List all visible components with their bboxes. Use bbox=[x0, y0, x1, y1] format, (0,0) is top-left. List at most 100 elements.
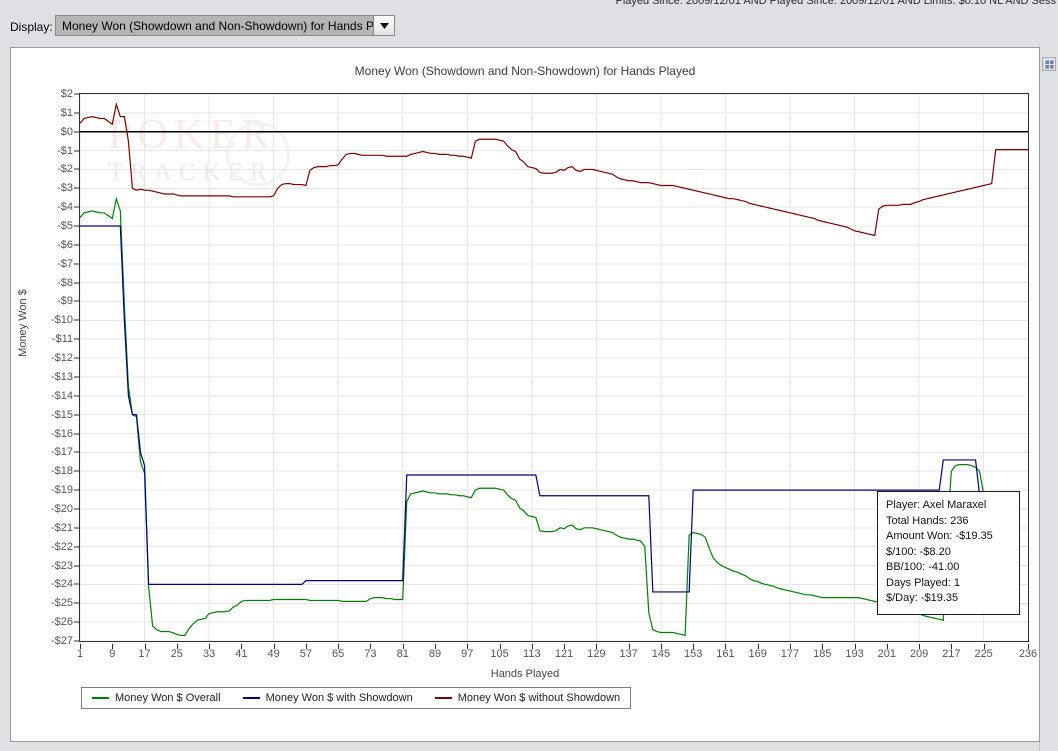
y-axis-tick-label: -$16 bbox=[50, 427, 73, 440]
tooltip-days-played: Days Played: 1 bbox=[886, 576, 960, 589]
y-axis-tick bbox=[74, 546, 79, 548]
y-axis-tick-label: -$4 bbox=[57, 201, 73, 214]
y-axis-tick-label: -$25 bbox=[50, 597, 73, 610]
x-axis-tick bbox=[1028, 644, 1029, 649]
y-axis-tick bbox=[74, 621, 79, 623]
y-axis-tick-label: -$23 bbox=[50, 559, 73, 572]
x-axis-tick bbox=[983, 644, 985, 649]
x-axis-tick bbox=[919, 644, 921, 649]
x-axis-tick bbox=[886, 644, 888, 649]
x-axis-tick bbox=[789, 644, 791, 649]
x-axis-tick-label: 105 bbox=[490, 648, 509, 660]
y-axis-tick-label: -$18 bbox=[50, 465, 73, 478]
y-axis-tick bbox=[74, 338, 79, 340]
x-axis-tick-label: 9 bbox=[109, 648, 116, 660]
x-axis-tick bbox=[209, 644, 211, 649]
legend-color-swatch bbox=[92, 697, 109, 699]
x-axis-tick-label: 41 bbox=[235, 648, 248, 660]
y-axis-tick-label: -$9 bbox=[57, 295, 73, 308]
y-axis-tick bbox=[74, 602, 79, 604]
x-axis-tick-label: 177 bbox=[780, 648, 800, 660]
y-axis-tick bbox=[74, 93, 79, 95]
x-axis-tick bbox=[951, 644, 953, 649]
x-axis-tick-label: 81 bbox=[396, 648, 409, 660]
x-axis-tick bbox=[467, 644, 469, 649]
y-axis-tick bbox=[74, 395, 79, 397]
chart-legend: Money Won $ Overall Money Won $ with Show… bbox=[81, 687, 632, 709]
x-axis-tick-label: 225 bbox=[974, 648, 993, 660]
x-axis-tick-label: 113 bbox=[523, 648, 541, 660]
y-axis-tick-label: $0 bbox=[60, 125, 73, 138]
y-axis-tick bbox=[74, 640, 79, 642]
x-axis-tick bbox=[564, 644, 566, 649]
display-label: Display: bbox=[10, 20, 53, 34]
y-axis-tick-label: -$3 bbox=[57, 182, 73, 195]
y-axis-tick-label: -$15 bbox=[50, 408, 73, 421]
x-axis-tick-label: 33 bbox=[202, 648, 216, 660]
legend-color-swatch bbox=[242, 697, 260, 699]
legend-item[interactable]: Money Won $ Overall bbox=[92, 692, 221, 704]
y-axis-tick-label: -$22 bbox=[50, 540, 73, 553]
y-axis-tick bbox=[74, 527, 79, 529]
maximize-icon[interactable] bbox=[1042, 57, 1056, 71]
y-axis-tick-label: -$11 bbox=[51, 333, 73, 346]
y-axis-tick bbox=[74, 470, 79, 472]
y-axis-tick-label: $1 bbox=[60, 106, 73, 119]
y-axis-tick-label: -$10 bbox=[50, 314, 73, 327]
plot-frame: POKER TRACKER bbox=[79, 93, 1029, 642]
x-axis-tick bbox=[822, 644, 824, 649]
chevron-down-icon[interactable] bbox=[373, 16, 394, 35]
y-axis-tick-label: -$19 bbox=[50, 484, 73, 497]
x-axis-tick-label: 97 bbox=[461, 648, 474, 660]
x-axis-tick-label: 65 bbox=[332, 648, 345, 660]
y-axis-tick bbox=[74, 244, 79, 246]
display-toolbar: Display: Money Won (Showdown and Non-Sho… bbox=[0, 10, 1058, 44]
x-axis-tick bbox=[338, 644, 340, 649]
tooltip-total-hands: Total Hands: 236 bbox=[886, 514, 969, 527]
player-tooltip: Player: Axel Maraxel Total Hands: 236 Am… bbox=[877, 491, 1020, 615]
legend-item[interactable]: Money Won $ with Showdown bbox=[242, 692, 413, 704]
x-axis-tick-label: 209 bbox=[909, 648, 929, 660]
y-axis-tick bbox=[74, 376, 79, 378]
x-axis-tick bbox=[273, 644, 275, 649]
x-axis-tick-label: 129 bbox=[587, 648, 606, 660]
y-axis-tick-label: -$1 bbox=[57, 144, 73, 157]
y-axis-tick-label: -$13 bbox=[50, 370, 73, 383]
y-axis-tick bbox=[74, 565, 79, 567]
filter-summary-bar: Played Since: 2009/12/01 AND Played Sinc… bbox=[0, 0, 1058, 10]
x-axis-tick bbox=[499, 644, 501, 649]
x-axis-tick bbox=[628, 644, 630, 649]
legend-color-swatch bbox=[434, 697, 452, 699]
y-axis-tick bbox=[74, 168, 79, 170]
x-axis-tick-label: 145 bbox=[651, 648, 671, 660]
legend-label: Money Won $ without Showdown bbox=[457, 692, 621, 704]
y-axis-tick-label: -$21 bbox=[50, 521, 73, 534]
y-axis-tick-label: -$27 bbox=[50, 635, 73, 647]
tooltip-player: Player: Axel Maraxel bbox=[886, 499, 987, 511]
x-axis-tick bbox=[531, 644, 533, 649]
display-dropdown[interactable]: Money Won (Showdown and Non-Showdown) fo… bbox=[55, 15, 395, 36]
y-axis-tick-label: -$6 bbox=[57, 238, 73, 251]
y-axis-tick-label: -$2 bbox=[57, 163, 73, 176]
y-axis-tick bbox=[74, 263, 79, 265]
x-axis-tick-label: 193 bbox=[845, 648, 864, 660]
y-axis-tick-label: -$20 bbox=[50, 502, 73, 515]
y-axis-tick-label: -$8 bbox=[57, 276, 73, 289]
x-axis-tick bbox=[757, 644, 759, 649]
y-axis-tick bbox=[74, 300, 79, 302]
tooltip-bb-100: BB/100: -41.00 bbox=[886, 561, 960, 573]
y-axis-tick bbox=[74, 206, 79, 208]
y-axis-tick-label: -$26 bbox=[50, 616, 73, 629]
tooltip-amount-won: Amount Won: -$19.35 bbox=[886, 530, 993, 542]
x-axis-tick-label: 49 bbox=[267, 648, 280, 660]
y-axis-tick bbox=[74, 357, 79, 359]
x-axis-tick-label: 185 bbox=[813, 648, 832, 660]
x-axis-tick-label: 89 bbox=[428, 648, 442, 660]
y-axis-tick bbox=[74, 187, 79, 189]
x-axis-tick-label: 25 bbox=[170, 648, 183, 660]
x-axis: 1 9 17 25 33 41 49 57 65 73 81 89 97 105 113 121 129 137 1… bbox=[77, 644, 1037, 666]
y-axis-tick bbox=[74, 150, 79, 152]
x-axis-tick bbox=[305, 644, 307, 649]
y-axis-tick-label: -$5 bbox=[57, 220, 73, 233]
legend-item[interactable]: Money Won $ without Showdown bbox=[434, 692, 621, 704]
